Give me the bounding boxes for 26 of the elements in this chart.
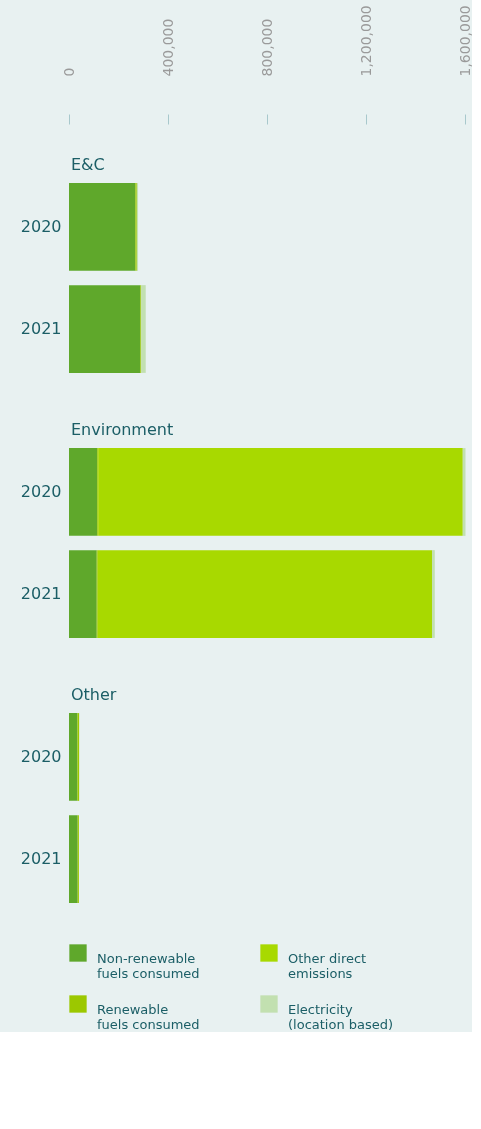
legend-label: Other direct emissions (288, 951, 367, 981)
y-tick-label: 2021 (20, 584, 62, 604)
x-tick-label: 400,000 (159, 18, 176, 77)
bar (69, 550, 97, 638)
bar (69, 183, 136, 271)
legend-label: Electricity (location based) (288, 1002, 394, 1032)
x-tick-label: 1,600,000 (456, 5, 473, 77)
bar (432, 550, 435, 638)
bar (97, 550, 433, 638)
y-tick-label: 2020 (20, 216, 62, 236)
legend-label: Non-renewable fuels consumed (97, 951, 200, 981)
y-tick-label: 2021 (20, 319, 62, 339)
y-tick-label: 2020 (20, 481, 62, 501)
bar (69, 448, 98, 536)
bar (98, 448, 463, 536)
chart-title: Other (71, 685, 117, 704)
bar (69, 285, 141, 373)
y-tick-label: 2021 (20, 849, 62, 869)
x-tick-label: 0 (60, 67, 77, 77)
bar (141, 285, 146, 373)
chart-title: E&C (71, 155, 105, 174)
x-tick-label: 800,000 (258, 18, 275, 77)
y-tick-label: 2020 (20, 746, 62, 766)
x-tick-label: 1,200,000 (357, 5, 374, 77)
legend-label: Renewable fuels consumed (97, 1002, 200, 1032)
chart-title: Environment (71, 420, 174, 439)
